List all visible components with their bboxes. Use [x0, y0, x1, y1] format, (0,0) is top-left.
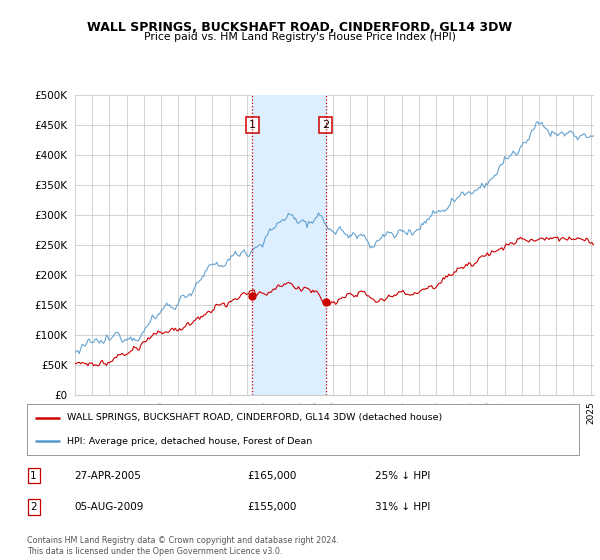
Text: WALL SPRINGS, BUCKSHAFT ROAD, CINDERFORD, GL14 3DW: WALL SPRINGS, BUCKSHAFT ROAD, CINDERFORD…	[88, 21, 512, 34]
Text: 2: 2	[31, 502, 37, 512]
Bar	[253, 95, 326, 395]
Text: Price paid vs. HM Land Registry's House Price Index (HPI): Price paid vs. HM Land Registry's House …	[144, 32, 456, 43]
Text: HPI: Average price, detached house, Forest of Dean: HPI: Average price, detached house, Fore…	[67, 437, 312, 446]
Text: £165,000: £165,000	[248, 470, 297, 480]
Text: 31% ↓ HPI: 31% ↓ HPI	[375, 502, 430, 512]
Text: £155,000: £155,000	[248, 502, 297, 512]
Text: 2: 2	[322, 120, 329, 130]
Text: 1: 1	[31, 470, 37, 480]
Text: WALL SPRINGS, BUCKSHAFT ROAD, CINDERFORD, GL14 3DW (detached house): WALL SPRINGS, BUCKSHAFT ROAD, CINDERFORD…	[67, 413, 442, 422]
Text: 25% ↓ HPI: 25% ↓ HPI	[375, 470, 430, 480]
Text: Contains HM Land Registry data © Crown copyright and database right 2024.
This d: Contains HM Land Registry data © Crown c…	[27, 536, 339, 556]
Text: 27-APR-2005: 27-APR-2005	[74, 470, 141, 480]
Text: 1: 1	[249, 120, 256, 130]
Text: 05-AUG-2009: 05-AUG-2009	[74, 502, 143, 512]
